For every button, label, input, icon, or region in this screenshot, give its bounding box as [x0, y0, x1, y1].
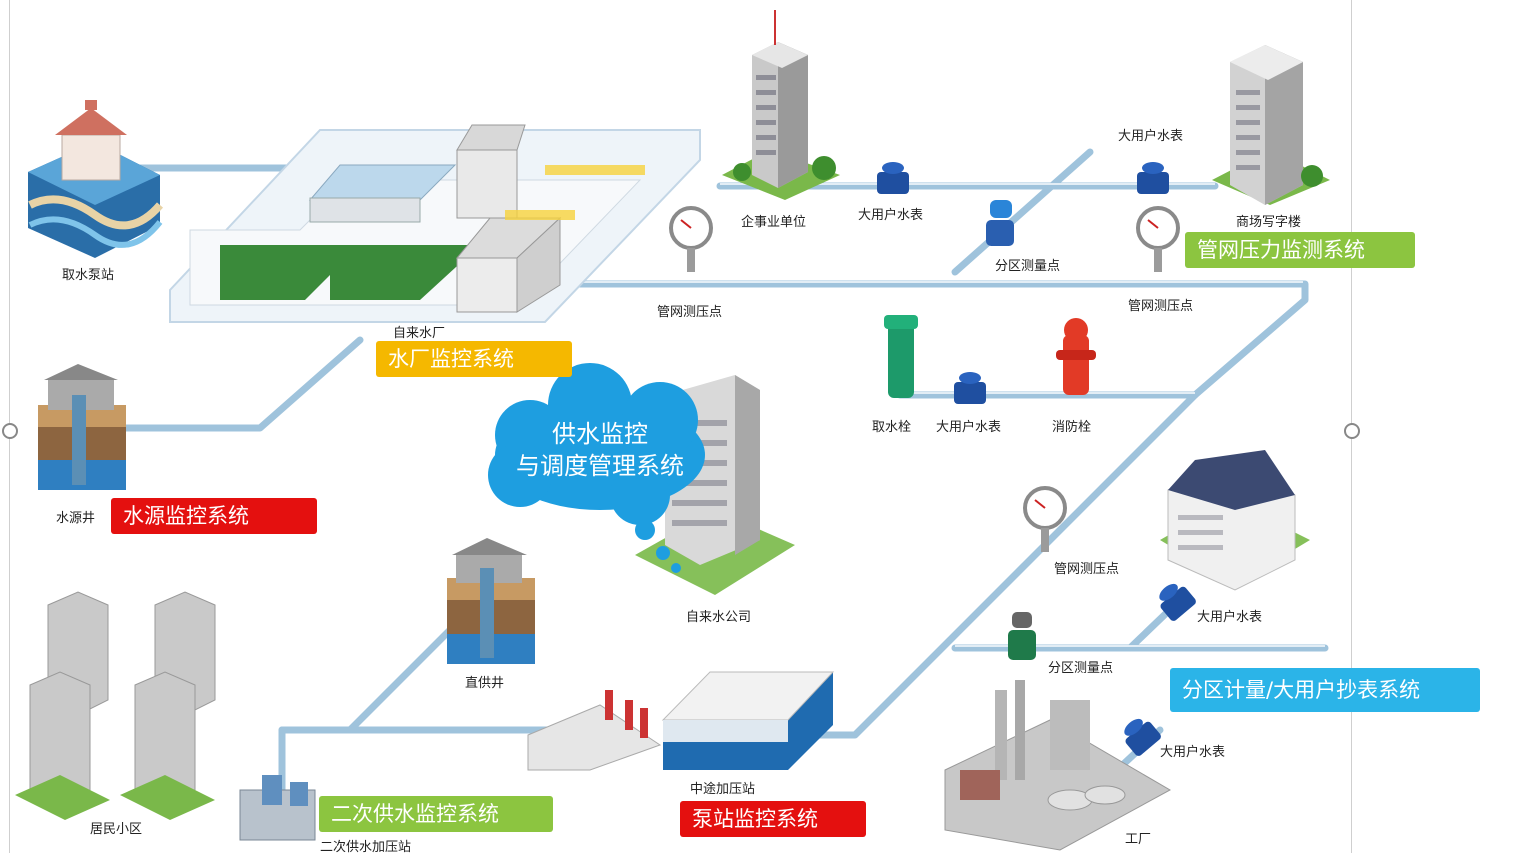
label-company: 自来水公司: [686, 610, 752, 625]
resize-handle-left[interactable]: [2, 423, 18, 439]
factory-icon: [944, 680, 1172, 851]
villa-icon: [1160, 450, 1310, 591]
flow-meter-icon: [986, 200, 1014, 246]
label-relay-station: 中途加压站: [690, 782, 756, 797]
label-office: 商场写字楼: [1236, 215, 1302, 230]
water-meter-icon: [1137, 162, 1169, 194]
water-meter-icon: [877, 162, 909, 194]
office-building-icon: [722, 10, 840, 200]
label-zone-point-top: 分区测量点: [995, 259, 1061, 274]
label-secondary-station: 二次供水加压站: [320, 840, 412, 855]
label-hydrant-draw: 取水栓: [872, 420, 912, 435]
hydrant-icon: [884, 315, 918, 398]
well-icon: [38, 364, 126, 490]
label-fire-hydrant: 消防栓: [1052, 420, 1092, 435]
label-factory: 工厂: [1125, 832, 1152, 847]
label-direct-well: 直供井: [465, 676, 505, 691]
label-zone-point-bottom: 分区测量点: [1048, 661, 1114, 676]
label-pressure-point-1: 管网测压点: [657, 305, 723, 320]
water-meter-icon: [1124, 718, 1161, 756]
water-meter-icon: [954, 372, 986, 404]
water-plant-icon: [169, 124, 701, 323]
label-meter-mid: 大用户水表: [936, 420, 1002, 435]
badge-network-pressure: 管网压力监测系统: [1185, 232, 1415, 268]
water-meter-icon: [1159, 583, 1196, 621]
badge-secondary-supply: 二次供水监控系统: [319, 796, 553, 832]
cloud-title-line1: 供水监控: [552, 420, 648, 448]
label-residential: 居民小区: [90, 822, 143, 837]
cloud-shape: [488, 363, 705, 573]
flow-meter-icon: [1008, 612, 1036, 660]
office-building-icon: [1212, 45, 1330, 205]
pressure-gauge-icon: [1136, 206, 1180, 272]
residential-greenery: [15, 775, 215, 820]
resize-handle-right[interactable]: [1344, 423, 1360, 439]
pressure-gauge-icon: [669, 206, 713, 272]
cloud-title: 供水监控 与调度管理系统: [495, 418, 705, 482]
label-meter-top-2: 大用户水表: [1118, 129, 1184, 144]
well-icon: [447, 538, 535, 664]
badge-source-monitor: 水源监控系统: [111, 498, 317, 534]
tank-icon: [527, 671, 835, 771]
label-meter-right-1: 大用户水表: [1197, 610, 1263, 625]
label-meter-right-2: 大用户水表: [1160, 745, 1226, 760]
label-enterprise: 企事业单位: [741, 215, 807, 230]
label-source-well: 水源井: [56, 511, 96, 526]
label-meter-top-1: 大用户水表: [858, 208, 924, 223]
residential-building-icon: [29, 591, 216, 806]
cloud-title-line2: 与调度管理系统: [516, 452, 684, 480]
badge-pump-station: 泵站监控系统: [680, 801, 866, 837]
label-pressure-point-3: 管网测压点: [1054, 562, 1120, 577]
badge-zone-metering: 分区计量/大用户抄表系统: [1170, 668, 1480, 712]
label-intake-station: 取水泵站: [62, 268, 115, 283]
label-water-plant: 自来水厂: [393, 326, 446, 341]
fire-hydrant-icon: [1056, 318, 1096, 395]
booster-pump-icon: [239, 775, 316, 841]
label-pressure-point-2: 管网测压点: [1128, 299, 1194, 314]
pump-house-icon: [28, 100, 164, 258]
pressure-gauge-icon: [1023, 486, 1067, 552]
badge-plant-monitor: 水厂监控系统: [376, 341, 572, 377]
